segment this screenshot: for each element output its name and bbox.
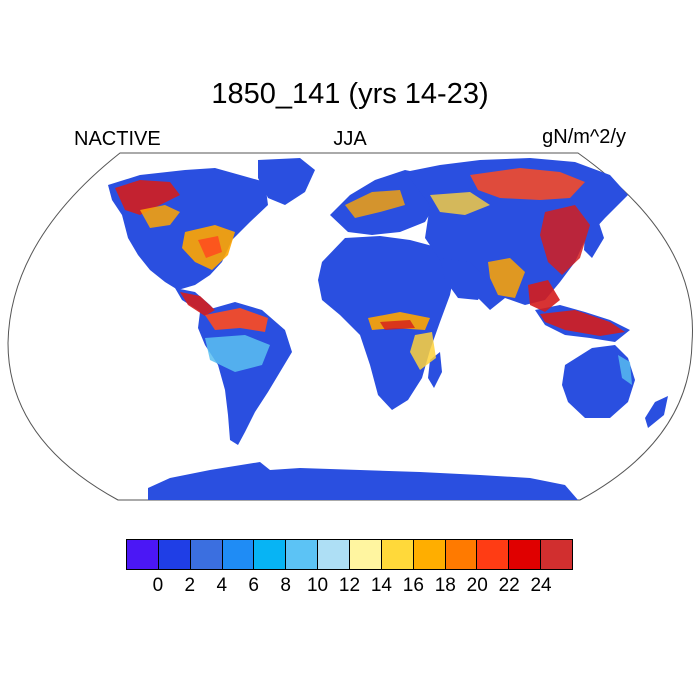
colorbar-box-9 xyxy=(412,539,446,570)
arabia xyxy=(440,258,488,300)
hotspot-canada xyxy=(115,180,180,215)
colorbar-box-10 xyxy=(444,539,478,570)
colorbar-tick-label: 18 xyxy=(434,575,456,596)
colorbar-tick-label: 4 xyxy=(216,575,228,596)
colorbar-box-11 xyxy=(476,539,510,570)
colorbar xyxy=(126,539,574,570)
colorbar-tick-label: 2 xyxy=(184,575,196,596)
colorbar-box-1 xyxy=(157,539,191,570)
hotspot-east-africa xyxy=(410,332,436,370)
colorbar-tick-label: 0 xyxy=(152,575,164,596)
colorbar-tick-label: 16 xyxy=(402,575,424,596)
hotspot-central-america xyxy=(180,292,215,316)
australia xyxy=(562,345,635,418)
hotspot-se-asia xyxy=(528,280,560,312)
colorbar-tick-label: 12 xyxy=(338,575,361,596)
antarctica xyxy=(148,462,578,500)
colorbar-box-5 xyxy=(285,539,319,570)
hotspot-indonesia xyxy=(540,310,625,336)
hotspot-east-asia xyxy=(540,205,590,275)
hotspot-siberia-yellow xyxy=(430,192,490,215)
units-label: gN/m^2/y xyxy=(542,126,626,148)
colorbar-box-0 xyxy=(126,539,159,570)
colorbar-tick-label: 6 xyxy=(248,575,259,596)
hotspot-amazon-light xyxy=(205,335,270,372)
colorbar-box-8 xyxy=(380,539,414,570)
greenland xyxy=(258,158,315,205)
colorbar-box-2 xyxy=(189,539,223,570)
hotspot-eastern-us-red xyxy=(198,236,222,258)
colorbar-tick-label: 10 xyxy=(306,575,329,596)
hotspot-europe xyxy=(345,190,405,218)
japan xyxy=(584,220,604,258)
new-zealand xyxy=(645,396,668,428)
season-label: JJA xyxy=(333,128,367,150)
colorbar-box-3 xyxy=(221,539,255,570)
hotspot-sahel-red xyxy=(380,320,415,330)
colorbar-tick-label: 8 xyxy=(280,575,291,596)
colorbar-box-6 xyxy=(317,539,351,570)
hotspot-siberia xyxy=(470,168,585,200)
variable-label: NACTIVE xyxy=(74,128,161,150)
hotspot-india xyxy=(488,258,525,298)
hotspot-australia-east xyxy=(618,355,632,385)
colorbar-tick-label: 14 xyxy=(370,575,392,596)
colorbar-box-4 xyxy=(253,539,287,570)
hotspot-canada-orange xyxy=(140,205,180,228)
colorbar-box-12 xyxy=(508,539,542,570)
flux-hotspots xyxy=(115,168,632,385)
colorbar-box-13 xyxy=(540,539,574,570)
colorbar-tick-label: 22 xyxy=(498,575,520,596)
hotspot-amazon-north xyxy=(205,308,268,332)
plot-title: 1850_141 (yrs 14-23) xyxy=(211,78,489,110)
colorbar-box-7 xyxy=(349,539,382,570)
colorbar-tick-label: 24 xyxy=(530,575,552,596)
colorbar-tick-label: 20 xyxy=(466,575,488,596)
